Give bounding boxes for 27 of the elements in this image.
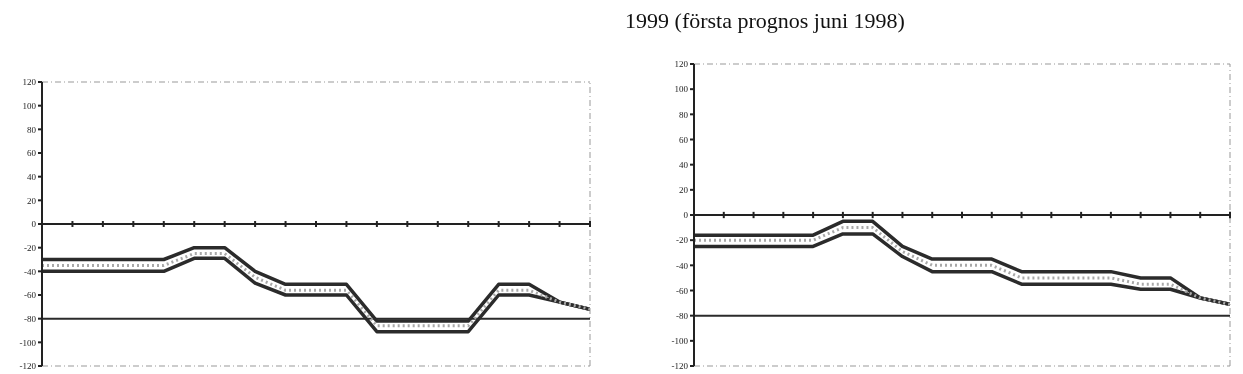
- y-tick-label: -100: [671, 336, 689, 347]
- y-tick-label: -40: [24, 266, 37, 277]
- y-tick-label: -60: [24, 290, 37, 301]
- y-tick-label: 40: [679, 159, 689, 170]
- y-tick-label: 0: [31, 219, 37, 230]
- y-tick-label: -40: [676, 260, 689, 271]
- y-tick-label: 100: [22, 100, 37, 111]
- y-tick-label: -80: [24, 313, 37, 324]
- y-tick-label: -60: [676, 285, 689, 296]
- y-tick-label: 80: [27, 124, 37, 135]
- y-tick-label: 120: [674, 59, 689, 70]
- y-tick-label: -20: [676, 235, 689, 246]
- y-tick-label: 80: [679, 109, 689, 120]
- y-tick-label: -20: [24, 242, 37, 253]
- y-tick-label: 60: [679, 134, 689, 145]
- y-tick-label: 60: [27, 148, 37, 159]
- y-tick-label: 120: [22, 77, 37, 88]
- chart-title: 1999 (första prognos juni 1998): [624, 8, 906, 34]
- y-tick-label: 20: [27, 195, 37, 206]
- y-tick-label: -100: [19, 337, 37, 348]
- y-tick-label: 0: [683, 210, 689, 221]
- y-tick-label: -80: [676, 310, 689, 321]
- y-tick-label: 100: [674, 84, 689, 95]
- y-tick-label: 20: [679, 185, 689, 196]
- y-tick-label: 40: [27, 171, 37, 182]
- y-tick-label: -120: [671, 361, 689, 372]
- y-tick-label: -120: [19, 361, 37, 372]
